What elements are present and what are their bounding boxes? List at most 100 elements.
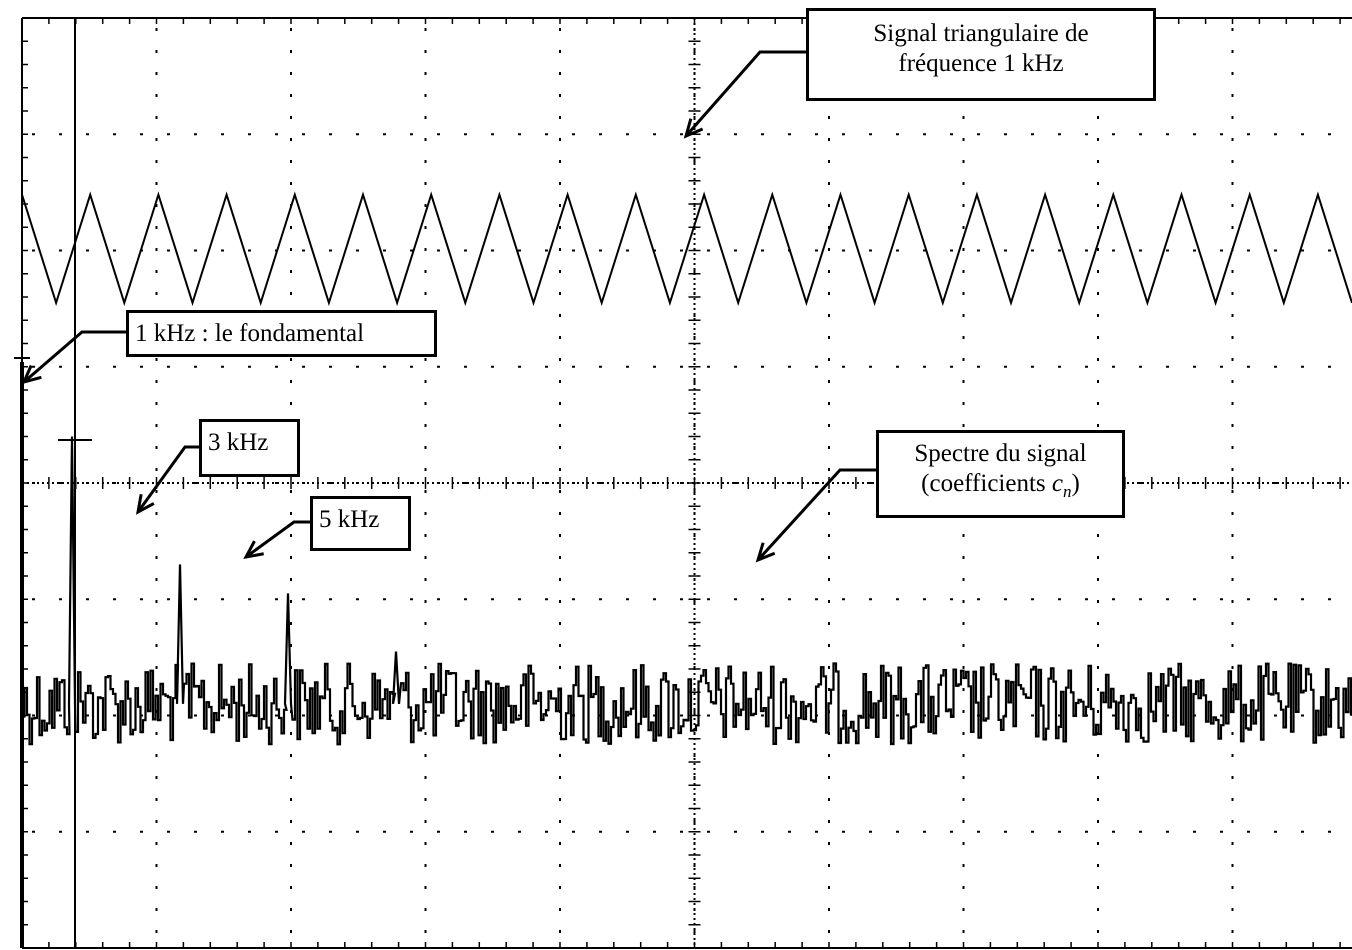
grid-dot-h bbox=[1220, 830, 1223, 833]
grid-dot-h bbox=[815, 365, 818, 368]
center-axis-dot-h bbox=[302, 482, 304, 484]
grid-dot-h bbox=[464, 714, 467, 717]
grid-dot-h bbox=[923, 249, 926, 252]
center-axis-dot-h bbox=[1297, 482, 1299, 484]
grid-dot-v bbox=[155, 732, 158, 735]
grid-dot-h bbox=[1139, 482, 1142, 484]
grid-dot-v bbox=[1231, 380, 1234, 383]
center-axis-dot-v bbox=[693, 858, 696, 860]
center-axis-dot-h bbox=[447, 482, 449, 484]
center-axis-dot-h bbox=[252, 482, 254, 484]
center-axis-dot-v bbox=[693, 788, 696, 790]
center-axis-dot-v bbox=[693, 298, 696, 300]
grid-dot-h bbox=[788, 482, 791, 484]
grid-dot-h bbox=[896, 830, 899, 833]
harmonic5-arrow-head bbox=[243, 540, 264, 560]
grid-dot-v bbox=[1097, 842, 1099, 845]
grid-dot-h bbox=[113, 133, 116, 136]
center-axis-dot-v bbox=[693, 748, 696, 750]
grid-dot-h bbox=[1004, 133, 1007, 136]
grid-dot-v bbox=[1097, 292, 1099, 295]
center-axis-dot-h bbox=[777, 482, 779, 484]
grid-dot-h bbox=[896, 133, 899, 136]
grid-dot-v bbox=[1231, 600, 1234, 603]
grid-dot-h bbox=[1112, 249, 1115, 252]
grid-dot-h bbox=[545, 249, 548, 252]
grid-dot-h bbox=[572, 598, 575, 601]
grid-dot-v bbox=[290, 578, 292, 581]
grid-dot-h bbox=[1220, 598, 1223, 601]
center-axis-dot-v bbox=[693, 408, 696, 410]
grid-dot-v bbox=[155, 248, 158, 251]
grid-dot-h bbox=[221, 133, 224, 136]
grid-dot-v bbox=[559, 380, 561, 383]
center-axis-dot-v bbox=[693, 713, 696, 715]
spectrum-annotation: Spectre du signal (coefficients cn) bbox=[876, 430, 1125, 518]
grid-dot-h bbox=[329, 482, 332, 484]
center-axis-dot-v bbox=[693, 93, 696, 95]
grid-dot-v bbox=[962, 336, 965, 339]
grid-dot-h bbox=[599, 133, 602, 136]
grid-dot-h bbox=[113, 598, 116, 601]
grid-dot-h bbox=[950, 133, 953, 136]
grid-dot-v bbox=[693, 314, 696, 317]
grid-dot-v bbox=[1097, 644, 1099, 647]
center-axis-dot-v bbox=[693, 318, 696, 320]
grid-dot-v bbox=[559, 424, 561, 427]
grid-dot-h bbox=[1328, 249, 1331, 252]
grid-dot-h bbox=[1274, 482, 1277, 484]
grid-dot-v bbox=[559, 930, 561, 933]
center-axis-dot-v bbox=[693, 33, 696, 35]
center-axis-dot-v bbox=[693, 533, 696, 535]
grid-dot-v bbox=[290, 798, 292, 801]
grid-dot-v bbox=[424, 622, 427, 625]
center-axis-dot-v bbox=[693, 78, 696, 80]
center-axis-dot-h bbox=[342, 482, 344, 484]
grid-dot-v bbox=[1231, 292, 1234, 295]
center-axis-dot-v bbox=[693, 628, 696, 630]
center-axis-dot-h bbox=[427, 482, 429, 484]
grid-dot-h bbox=[545, 714, 548, 717]
grid-dot-v bbox=[1097, 380, 1099, 383]
center-axis-dot-v bbox=[693, 373, 696, 375]
grid-dot-h bbox=[1274, 714, 1277, 717]
center-axis-dot-v bbox=[693, 438, 696, 440]
grid-dot-h bbox=[842, 365, 845, 368]
grid-dot-v bbox=[559, 556, 561, 559]
grid-dot-v bbox=[290, 930, 292, 933]
center-axis-dot-h bbox=[622, 482, 624, 484]
center-axis-dot-v bbox=[693, 428, 696, 430]
grid-dot-v bbox=[559, 248, 561, 251]
grid-dot-h bbox=[1301, 133, 1304, 136]
grid-dot-v bbox=[559, 336, 561, 339]
center-axis-dot-v bbox=[693, 153, 696, 155]
grid-dot-h bbox=[518, 133, 521, 136]
grid-dot-v bbox=[155, 842, 158, 845]
grid-dot-v bbox=[828, 798, 830, 801]
center-axis-dot-v bbox=[693, 333, 696, 335]
center-axis-dot-h bbox=[367, 482, 369, 484]
center-axis-dot-v bbox=[693, 648, 696, 650]
center-axis-dot-h bbox=[682, 482, 684, 484]
center-axis-dot-h bbox=[657, 482, 659, 484]
center-axis-dot-h bbox=[1272, 482, 1274, 484]
grid-dot-v bbox=[1097, 688, 1099, 691]
grid-dot-v bbox=[424, 864, 427, 867]
grid-dot-h bbox=[383, 133, 386, 136]
grid-dot-h bbox=[599, 482, 602, 484]
grid-dot-v bbox=[424, 908, 427, 911]
grid-dot-h bbox=[680, 249, 683, 252]
center-axis-dot-v bbox=[693, 388, 696, 390]
grid-dot-h bbox=[410, 482, 413, 484]
center-axis-dot-v bbox=[693, 638, 696, 640]
center-axis-dot-v bbox=[693, 348, 696, 350]
center-axis-dot-v bbox=[693, 853, 696, 855]
center-axis-dot-h bbox=[1227, 482, 1229, 484]
grid-dot-v bbox=[155, 578, 158, 581]
center-axis-dot-h bbox=[132, 482, 134, 484]
center-axis-dot-v bbox=[693, 358, 696, 360]
grid-dot-h bbox=[950, 249, 953, 252]
center-axis-dot-v bbox=[693, 693, 696, 695]
grid-dot-v bbox=[290, 28, 292, 31]
grid-dot-h bbox=[383, 482, 386, 484]
